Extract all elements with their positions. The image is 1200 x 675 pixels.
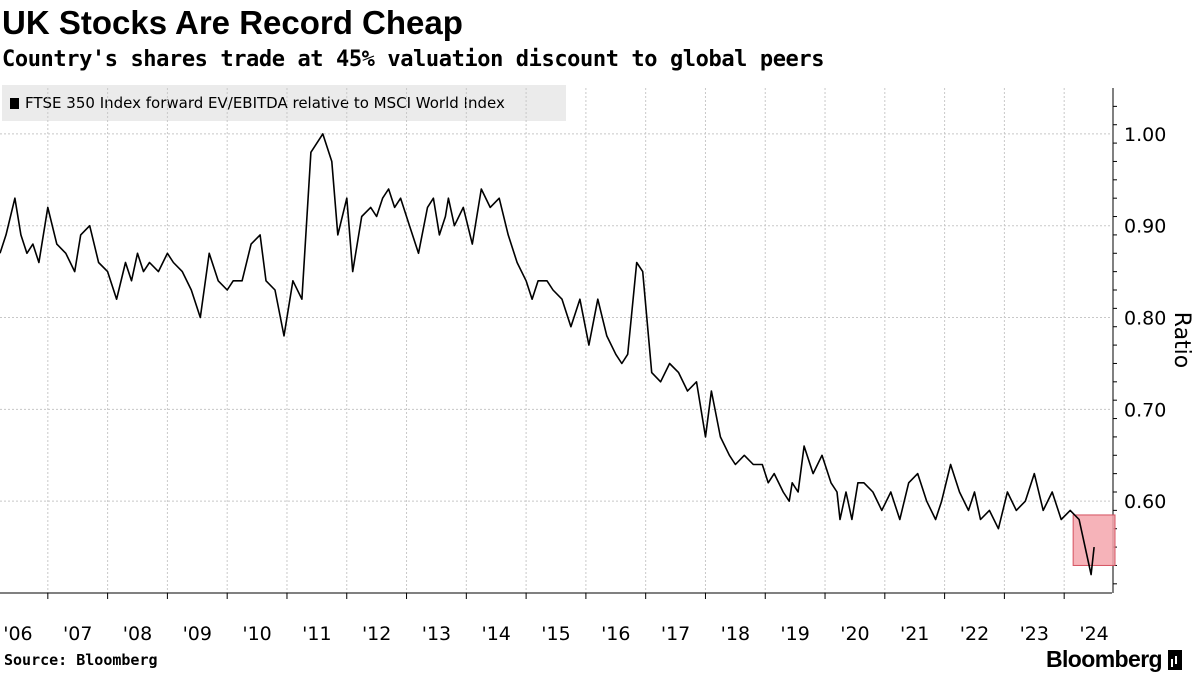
x-tick-label: '17 — [661, 623, 690, 645]
legend-swatch — [10, 97, 19, 109]
source-note: Source: Bloomberg — [4, 651, 158, 669]
x-tick-label: '15 — [541, 623, 570, 645]
x-tick-label: '09 — [183, 623, 212, 645]
x-tick-label: '22 — [960, 623, 989, 645]
x-tick-label: '21 — [900, 623, 929, 645]
x-tick-label: '11 — [302, 623, 331, 645]
legend: FTSE 350 Index forward EV/EBITDA relativ… — [2, 85, 566, 121]
x-tick-label: '06 — [3, 623, 32, 645]
x-tick-label: '13 — [422, 623, 451, 645]
bloomberg-terminal-icon — [1168, 649, 1182, 670]
chart-subtitle: Country's shares trade at 45% valuation … — [2, 47, 825, 72]
x-tick-label: '23 — [1020, 623, 1049, 645]
x-tick-label: '16 — [601, 623, 630, 645]
y-tick-label: 1.00 — [1124, 124, 1166, 146]
y-tick-label: 0.90 — [1124, 216, 1166, 238]
x-tick-label: '14 — [482, 623, 511, 645]
x-tick-label: '10 — [242, 623, 271, 645]
chart-title: UK Stocks Are Record Cheap — [2, 4, 463, 41]
x-tick-label: '24 — [1079, 623, 1108, 645]
y-tick-label: 0.80 — [1124, 308, 1166, 330]
x-tick-label: '20 — [840, 623, 869, 645]
y-tick-label: 0.70 — [1124, 399, 1166, 421]
y-axis-title: Ratio — [1169, 312, 1194, 368]
series-line — [0, 133, 1095, 576]
x-tick-label: '19 — [780, 623, 809, 645]
bloomberg-logo: Bloomberg — [1046, 646, 1182, 673]
x-tick-label: '08 — [123, 623, 152, 645]
x-tick-label: '07 — [63, 623, 92, 645]
brand-wordmark: Bloomberg — [1046, 646, 1163, 672]
x-tick-label: '18 — [721, 623, 750, 645]
x-tick-label: '12 — [362, 623, 391, 645]
legend-label: FTSE 350 Index forward EV/EBITDA relativ… — [25, 94, 505, 112]
y-tick-label: 0.60 — [1124, 491, 1166, 513]
